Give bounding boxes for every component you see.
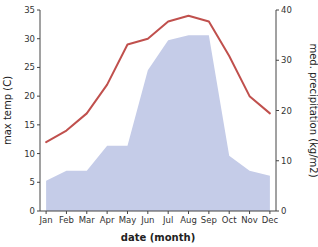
y-tick [37, 10, 40, 11]
x-tick-label: Aug [180, 215, 197, 225]
y2-tick-label: 0 [281, 206, 286, 216]
x-tick [229, 211, 230, 214]
x-tick [208, 211, 209, 214]
y2-tick-label: 30 [281, 55, 292, 65]
plot-area [46, 16, 270, 211]
x-tick [66, 211, 67, 214]
y2-tick-label: 10 [281, 156, 292, 166]
y-axis-title: max temp (C) [2, 76, 13, 145]
x-tick [127, 211, 128, 214]
y2-tick [276, 160, 279, 161]
x-tick-label: Feb [59, 215, 74, 225]
x-tick-label: May [119, 215, 137, 225]
x-tick-label: Apr [100, 215, 115, 225]
x-tick-label: Dec [262, 215, 279, 225]
y-tick-label: 5 [30, 177, 35, 187]
y-tick [37, 153, 40, 154]
y-tick-label: 30 [24, 34, 35, 44]
x-tick [107, 211, 108, 214]
y-tick-label: 35 [24, 5, 35, 15]
x-tick-label: Jun [140, 215, 154, 225]
x-tick [147, 211, 148, 214]
y2-tick [276, 10, 279, 11]
y2-axis-title: med. precipitation (kg/m2) [308, 43, 318, 177]
y-tick [37, 67, 40, 68]
x-tick [168, 211, 169, 214]
y2-tick [276, 110, 279, 111]
y-tick [37, 124, 40, 125]
x-tick-label: Nov [241, 215, 258, 225]
x-tick [269, 211, 270, 214]
y-tick-label: 10 [24, 149, 35, 159]
y2-tick-label: 20 [281, 106, 292, 116]
x-tick [249, 211, 250, 214]
x-tick-label: Oct [222, 215, 237, 225]
y-tick [37, 38, 40, 39]
x-tick [86, 211, 87, 214]
y2-tick [276, 60, 279, 61]
x-tick-label: Jul [162, 215, 173, 225]
precipitation-area [46, 35, 270, 211]
y-tick-label: 25 [24, 62, 35, 72]
y-tick-label: 15 [24, 120, 35, 130]
x-tick-label: Mar [79, 215, 96, 225]
y-tick [37, 211, 40, 212]
chart: 05101520253035010203040JanFebMarAprMayJu… [0, 0, 318, 247]
temperature-line [46, 16, 270, 142]
y-tick-label: 0 [30, 206, 35, 216]
x-axis-line [40, 211, 276, 212]
y-tick [37, 182, 40, 183]
y2-tick [276, 211, 279, 212]
x-tick [188, 211, 189, 214]
y-axis-line [40, 10, 41, 211]
x-tick-label: Sep [201, 215, 217, 225]
x-tick-label: Jan [39, 215, 53, 225]
y2-tick-label: 40 [281, 5, 292, 15]
x-axis-title: date (month) [121, 232, 195, 243]
x-tick [46, 211, 47, 214]
y-tick [37, 96, 40, 97]
y-tick-label: 20 [24, 91, 35, 101]
